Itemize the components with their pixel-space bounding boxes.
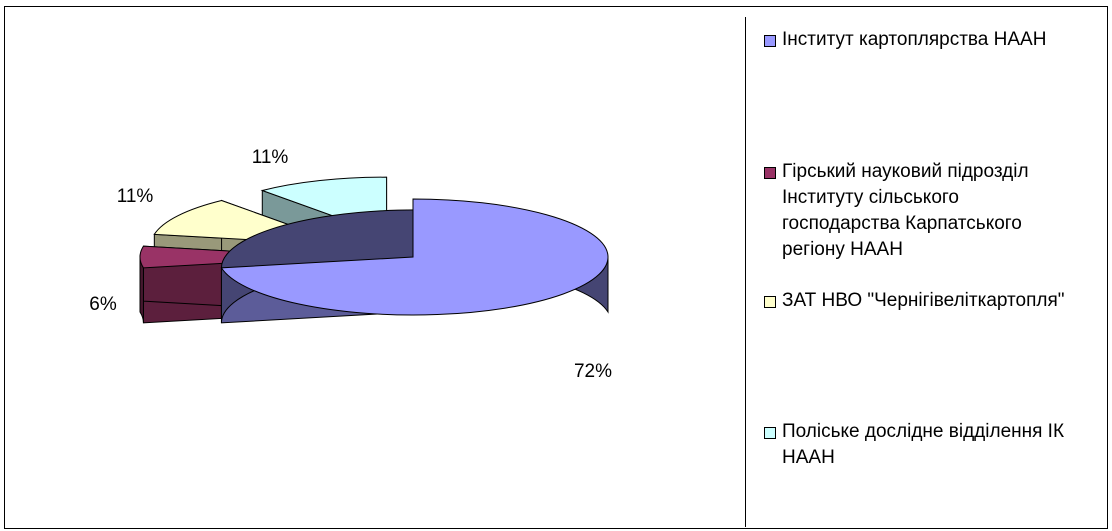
legend-label-2: ЗАТ НВО "Чернігівеліткартопля" [782, 290, 1065, 311]
data-label-1: 6% [89, 294, 117, 315]
chart-frame: 72% 6% 11% 11% Інститут картоплярства НААН … [4, 6, 1108, 529]
pie-slice-0 [220, 198, 609, 324]
pie-chart: 72% 6% 11% 11% [89, 147, 612, 382]
legend-item-2: ЗАТ НВО "Чернігівеліткартопля" [764, 288, 1065, 314]
data-label-0: 72% [574, 361, 612, 382]
legend-item-3: Поліське дослідне відділення ІК НААН [764, 419, 1064, 471]
legend-swatch-2 [764, 296, 776, 308]
data-label-2: 11% [117, 186, 154, 207]
legend-swatch-0 [764, 35, 776, 47]
legend-label-0: Інститут картоплярства НААН [782, 29, 1047, 50]
legend-item-0: Інститут картоплярства НААН [764, 27, 1046, 53]
legend-item-1: Гірський науковий підрозділ Інституту сі… [764, 159, 1029, 263]
pie-slice-top [220, 198, 609, 316]
legend-swatch-3 [764, 427, 776, 439]
legend-label-1: Гірський науковий підрозділ Інституту сі… [782, 161, 1029, 260]
legend-label-3: Поліське дослідне відділення ІК НААН [782, 421, 1065, 468]
legend-swatch-1 [764, 167, 776, 179]
legend: Інститут картоплярства НААН Гірський нау… [745, 17, 1107, 527]
data-label-3: 11% [252, 147, 289, 168]
